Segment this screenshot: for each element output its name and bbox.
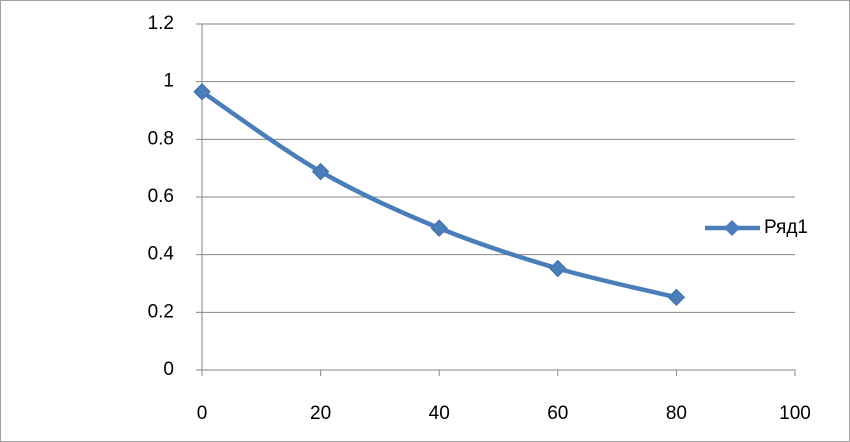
x-tick-label: 20 — [310, 403, 331, 424]
y-tick-label: 1 — [163, 71, 174, 92]
legend-marker — [724, 220, 740, 236]
y-tick-label: 0.4 — [148, 244, 175, 265]
data-marker — [430, 219, 448, 237]
x-tick-label: 80 — [666, 403, 687, 424]
x-tick-label: 60 — [547, 403, 568, 424]
legend-label: Ряд1 — [764, 217, 808, 238]
data-marker — [549, 259, 567, 278]
y-tick-label: 0.2 — [148, 301, 174, 322]
data-marker — [311, 162, 330, 181]
x-tick-label: 40 — [429, 403, 450, 424]
y-tick-label: 0.8 — [148, 128, 174, 149]
y-tick-label: 0 — [163, 359, 174, 380]
y-tick-label: 0.6 — [148, 186, 174, 207]
x-tick-label: 0 — [197, 403, 208, 424]
y-tick-label: 1.2 — [148, 13, 174, 34]
data-marker — [193, 83, 211, 101]
data-marker — [667, 288, 686, 307]
x-tick-label: 100 — [779, 403, 811, 424]
